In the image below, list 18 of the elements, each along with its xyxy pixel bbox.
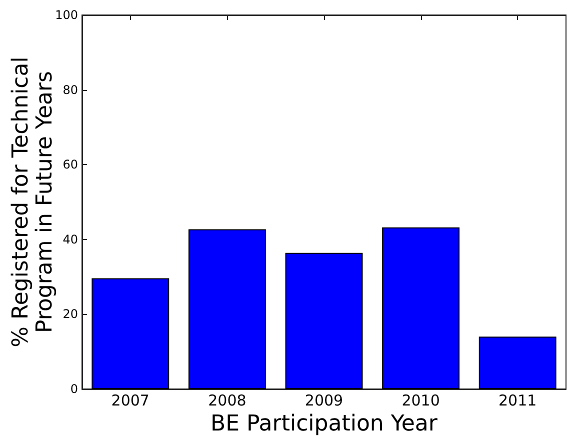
- y-tick-label: 100: [55, 8, 78, 22]
- x-tick-label: 2010: [402, 392, 440, 410]
- x-tick-label: 2009: [304, 392, 344, 410]
- x-axis-title: BE Participation Year: [210, 411, 438, 436]
- x-tick-label: 2008: [208, 392, 246, 410]
- y-tick-label: 20: [62, 307, 78, 322]
- y-tick-label: 80: [62, 82, 78, 97]
- bar: [382, 227, 460, 389]
- y-tick-label: 0: [70, 382, 78, 396]
- y-axis-title: % Registered for Technical Program in Future Years: [8, 56, 58, 348]
- y-tick-label: 60: [62, 158, 78, 172]
- x-tick-label: 2007: [111, 392, 150, 410]
- y-tick-label: 40: [62, 232, 78, 246]
- bar: [478, 336, 556, 389]
- bar: [92, 278, 170, 389]
- x-tick-label: 2011: [498, 392, 537, 410]
- bar: [285, 252, 363, 389]
- bar: [188, 229, 266, 389]
